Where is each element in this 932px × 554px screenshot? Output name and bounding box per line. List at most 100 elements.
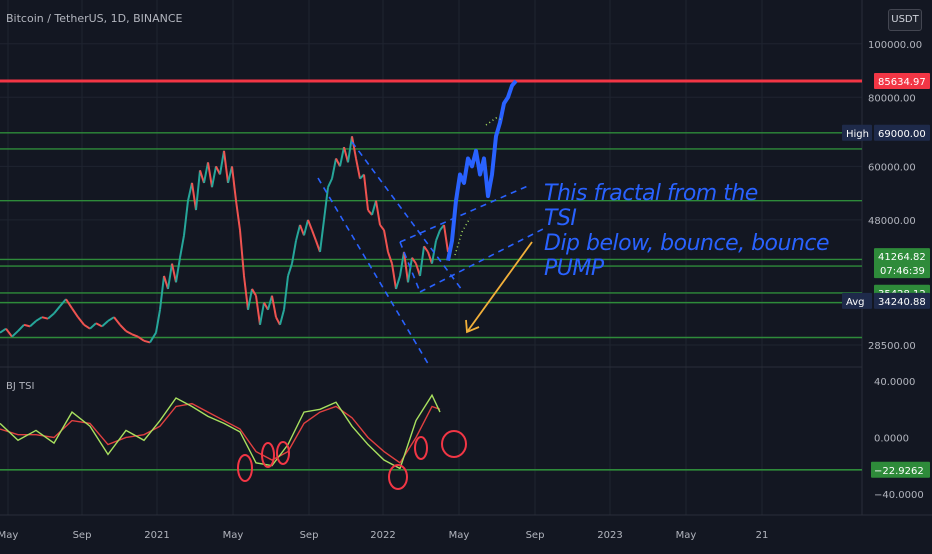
price-candle-segment (223, 150, 229, 184)
price-label-box (874, 72, 930, 89)
price-candle-segment (243, 275, 249, 310)
tsi-level-label-box (871, 461, 930, 478)
price-candle-segment (319, 219, 325, 253)
price-candle-segment (207, 162, 213, 188)
price-candle-segment (423, 245, 429, 253)
price-candle-segment (183, 200, 189, 236)
price-candle-segment (191, 182, 197, 211)
currency-unit-badge[interactable]: USDT (888, 9, 922, 31)
price-candle-segment (351, 136, 357, 159)
price-candle-segment (343, 146, 349, 163)
price-candle-segment (5, 328, 13, 338)
highlight-circle (414, 436, 428, 460)
time-axis-tick: 2023 (597, 530, 622, 541)
price-candle-segment (403, 251, 409, 283)
time-axis-tick: 2022 (370, 530, 395, 541)
time-axis-tick: 21 (756, 530, 769, 541)
price-candle-segment (355, 158, 361, 179)
price-candle-segment (419, 246, 425, 277)
annotation-line: Dip below, bounce, bounce (544, 231, 830, 256)
price-candle-segment (283, 275, 289, 310)
price-candle-segment (383, 229, 389, 253)
highlight-circle (237, 454, 253, 482)
price-candle-segment (219, 150, 225, 175)
price-label-tag: Avg (846, 297, 865, 308)
price-label-value: 34240.88 (878, 297, 926, 308)
price-candle-segment (327, 178, 333, 188)
price-candle-segment (291, 240, 297, 264)
price-candle-segment (295, 224, 301, 242)
price-candle-segment (443, 224, 449, 253)
price-axis-tick: 60000.00 (868, 162, 916, 173)
annotation-line: TSI (544, 206, 577, 231)
price-candle-segment (363, 174, 369, 211)
price-candle-segment (399, 251, 405, 277)
tsi-axis-tick: 0.0000 (874, 433, 909, 444)
time-axis-tick: May (223, 530, 244, 541)
price-candle-segment (271, 295, 277, 318)
price-label-value: 41264.82 (878, 252, 926, 263)
time-axis-tick: Sep (300, 530, 319, 541)
annotation-line: PUMP (544, 256, 604, 281)
price-candle-segment (143, 339, 151, 344)
highlight-circle (261, 442, 275, 468)
price-candle-segment (119, 324, 127, 332)
price-candle-segment (379, 224, 385, 231)
trendline-down-left (317, 177, 431, 368)
price-candle-segment (187, 182, 193, 201)
time-axis-tick: May (676, 530, 697, 541)
fractal-annotation: This fractal from the TSI Dip below, bou… (544, 181, 830, 281)
price-candle-segment (125, 330, 133, 336)
price-candle-segment (203, 162, 209, 184)
price-candle-segment (195, 170, 201, 211)
price-candle-segment (41, 316, 49, 320)
dotted-projection-green (485, 117, 504, 126)
price-label-box (874, 248, 930, 279)
price-label-countdown: 07:46:39 (880, 266, 925, 277)
price-candle-segment (95, 322, 103, 328)
price-candle-segment (199, 170, 205, 184)
price-candle-segment (267, 295, 273, 311)
time-axis-tick: Sep (526, 530, 545, 541)
price-candle-segment (137, 335, 145, 342)
price-candle-segment (175, 257, 181, 283)
price-candle-segment (307, 219, 313, 231)
price-candle-segment (83, 323, 91, 330)
time-axis-tick: 2021 (144, 530, 169, 541)
highlight-circle (388, 464, 408, 490)
price-candle-segment (323, 187, 329, 220)
indicator-title: BJ TSI (6, 381, 35, 392)
price-candle-segment (159, 275, 165, 310)
price-axis-tick: 48000.00 (868, 216, 916, 227)
price-candle-segment (259, 302, 265, 325)
price-candle-segment (65, 298, 73, 309)
tsi-axis-tick: −40.0000 (874, 490, 924, 501)
price-candle-segment (11, 330, 19, 338)
arrow-head (465, 319, 480, 334)
price-axis-tick: 28500.00 (868, 341, 916, 352)
projected-price-path (446, 79, 518, 262)
tsi-axis-tick: 40.0000 (874, 377, 915, 388)
price-candle-segment (235, 200, 241, 231)
price-label-tag-box (842, 292, 872, 309)
tsi-line (0, 393, 441, 470)
price-candle-segment (395, 275, 401, 290)
price-candle-segment (107, 316, 115, 322)
price-candle-segment (239, 230, 245, 277)
highlight-circle (441, 430, 467, 458)
price-candle-segment (339, 146, 345, 167)
price-candle-segment (255, 295, 261, 325)
price-candle-segment (59, 298, 67, 307)
channel-upper-line (399, 184, 531, 243)
price-candle-segment (131, 333, 139, 338)
price-candle-segment (23, 323, 31, 328)
price-candle-segment (89, 322, 97, 330)
price-candle-segment (53, 305, 61, 315)
price-candle-segment (35, 316, 43, 322)
price-candle-segment (411, 257, 417, 265)
price-candle-segment (29, 320, 37, 328)
time-axis-tick: May (449, 530, 470, 541)
price-candle-segment (77, 316, 85, 326)
